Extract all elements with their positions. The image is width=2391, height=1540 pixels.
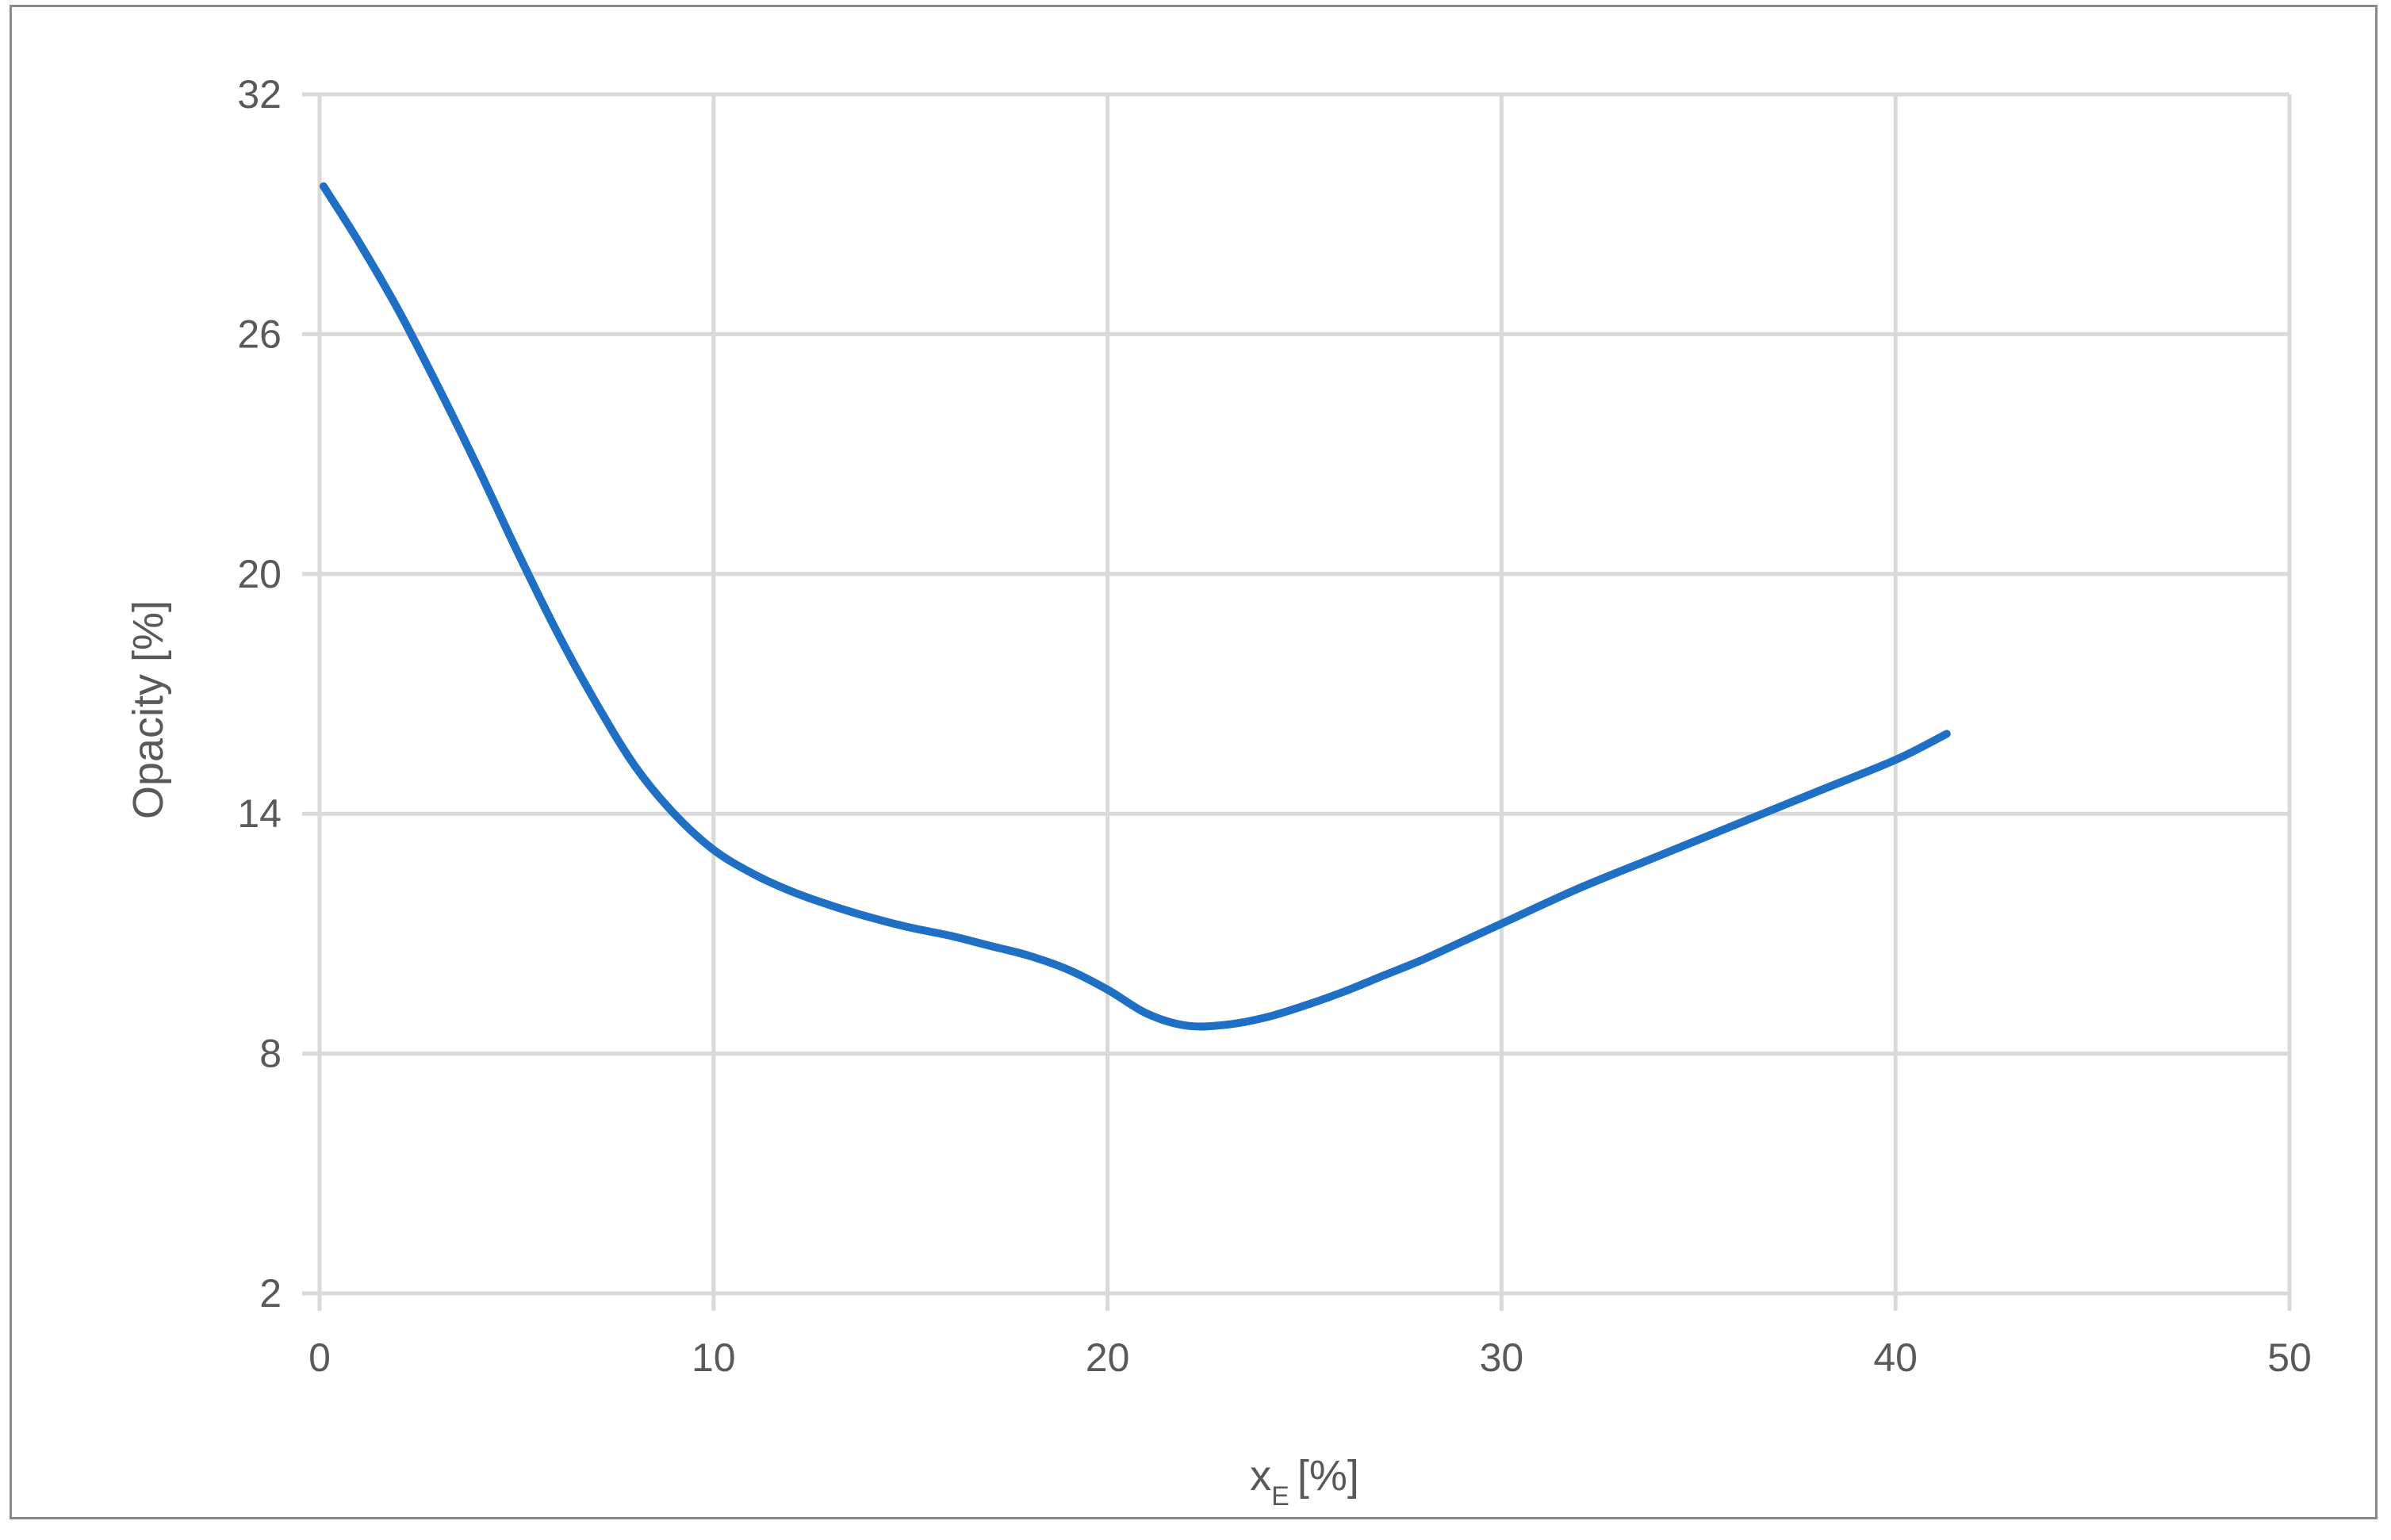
x-tick-label-4: 40 [1873,1335,1918,1380]
y-axis-title: Opacity [%] [125,600,172,819]
y-tick-label-1: 8 [259,1032,282,1076]
chart-frame: 0 10 20 30 40 50 2 8 14 20 26 32 xE [%] Opacity [%] [10,5,2378,1519]
chart: 0 10 20 30 40 50 2 8 14 20 26 32 xE [%] Opacity [%] [125,72,2312,1511]
series-layer [320,182,1951,1031]
x-axis-title: xE [%] [1250,1452,1359,1511]
y-tick-label-0: 2 [259,1271,282,1316]
series-line-0 [320,182,1951,1031]
x-tick-labels: 0 10 20 30 40 50 [308,1335,2312,1380]
y-tick-label-5: 32 [237,72,282,117]
gridlines [302,92,2292,1311]
y-tick-labels: 2 8 14 20 26 32 [237,72,282,1316]
x-tick-label-2: 20 [1086,1335,1130,1380]
x-axis-title-unit: [%] [1297,1452,1359,1500]
axes [317,94,2289,1296]
y-tick-label-2: 14 [237,791,282,836]
x-axis-title-main: x [1250,1452,1271,1500]
x-tick-label-5: 50 [2267,1335,2312,1380]
x-tick-label-3: 30 [1480,1335,1524,1380]
x-tick-label-0: 0 [308,1335,331,1380]
x-tick-label-1: 10 [692,1335,736,1380]
y-tick-label-3: 20 [237,552,282,596]
y-tick-label-4: 26 [237,312,282,356]
x-axis-title-subscript: E [1271,1481,1289,1511]
